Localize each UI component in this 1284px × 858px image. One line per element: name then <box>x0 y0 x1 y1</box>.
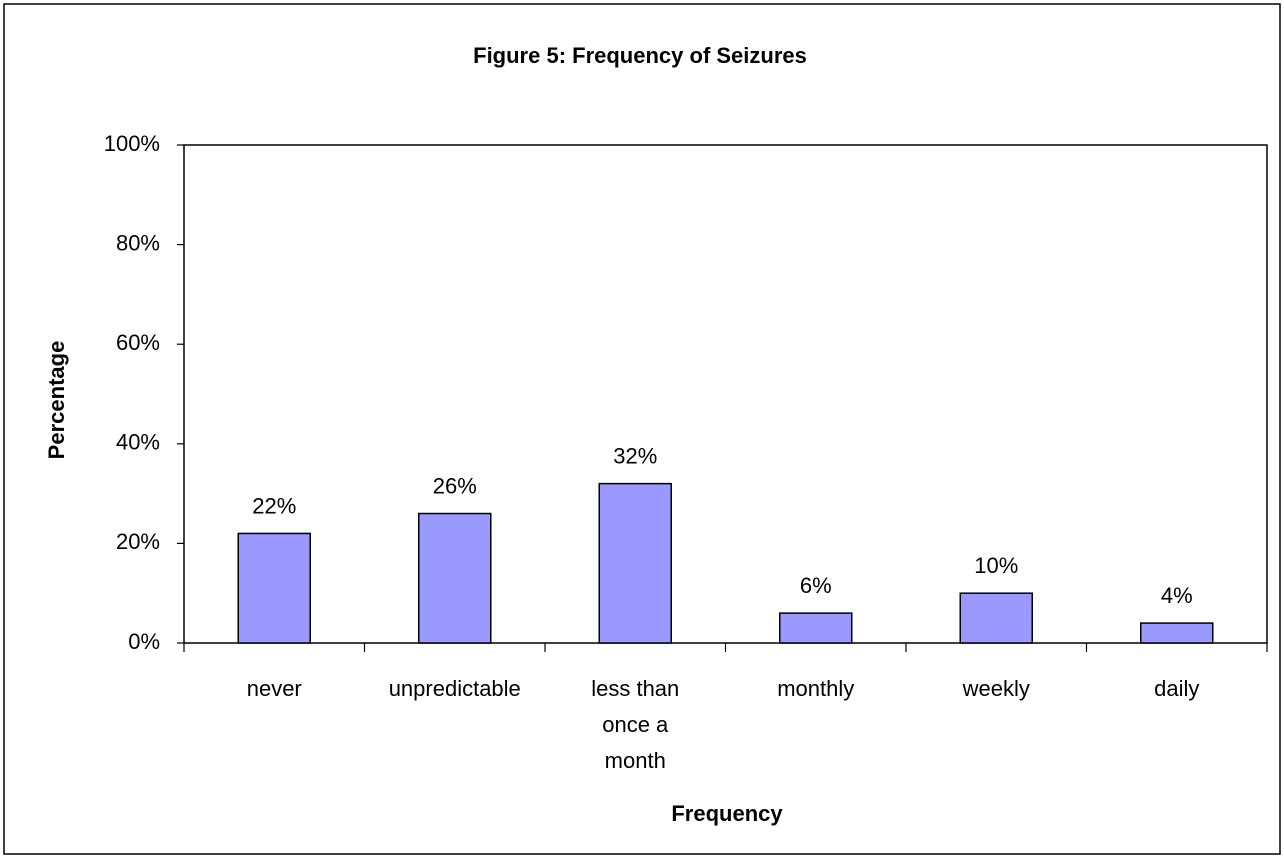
y-tick-label: 40% <box>116 430 160 455</box>
bar <box>598 482 672 644</box>
y-axis-label: Percentage <box>44 341 69 460</box>
data-label: 26% <box>433 473 477 498</box>
x-tick-label: unpredictable <box>389 676 521 701</box>
x-tick-label: never <box>247 676 302 701</box>
data-label: 6% <box>800 573 832 598</box>
bar <box>237 532 311 644</box>
x-axis-label: Frequency <box>671 801 783 826</box>
y-tick-label: 20% <box>116 529 160 554</box>
y-tick-label: 0% <box>128 629 160 654</box>
bar <box>418 512 492 644</box>
data-label: 4% <box>1161 583 1193 608</box>
data-label: 22% <box>252 493 296 518</box>
data-label: 32% <box>613 443 657 468</box>
bar <box>1140 622 1214 644</box>
y-tick-label: 60% <box>116 330 160 355</box>
x-tick-label: monthly <box>777 676 854 701</box>
bar <box>959 592 1033 644</box>
y-tick-label: 80% <box>116 230 160 255</box>
y-tick-label: 100% <box>104 131 160 156</box>
x-tick-label: weekly <box>962 676 1030 701</box>
data-label: 10% <box>974 553 1018 578</box>
chart-title: Figure 5: Frequency of Seizures <box>473 43 807 68</box>
x-tick-label: daily <box>1154 676 1199 701</box>
x-tick-label: less than once a month <box>591 676 679 773</box>
bar <box>779 612 853 644</box>
